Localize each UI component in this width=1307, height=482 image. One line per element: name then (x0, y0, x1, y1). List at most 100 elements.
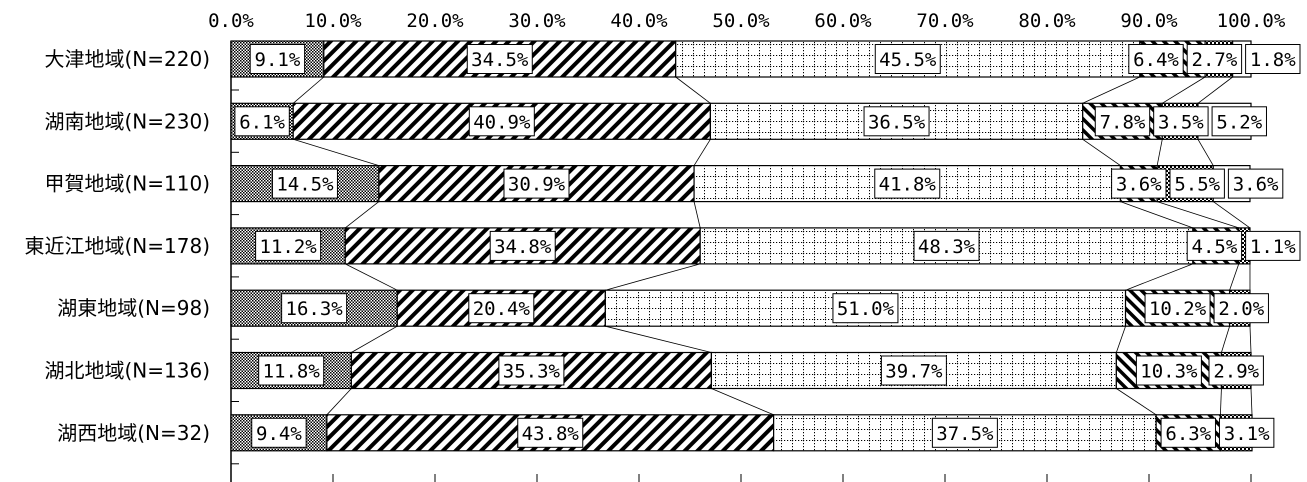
connector-line (293, 138, 380, 166)
data-label-box (1208, 355, 1264, 386)
data-label: 35.3% (503, 361, 561, 383)
data-label-box (1153, 106, 1209, 137)
data-label: 41.8% (879, 174, 937, 196)
connector-line (1082, 138, 1121, 166)
data-label: 48.3% (918, 236, 976, 258)
connector-line (693, 201, 701, 228)
category-label: 湖北地域(N=136) (45, 359, 211, 383)
data-label-box (874, 168, 941, 199)
category-label: 大津地域(N=220) (45, 47, 211, 71)
data-label-box (234, 106, 290, 137)
x-tick-label: 70.0% (916, 10, 974, 32)
data-label-box (281, 293, 348, 324)
data-label-box (1111, 168, 1167, 199)
data-label-box (1094, 106, 1151, 137)
data-label: 4.5% (1192, 236, 1238, 258)
data-label-box (931, 417, 998, 448)
data-label: 11.8% (263, 361, 321, 383)
data-label-box (863, 106, 930, 137)
data-label: 10.3% (1140, 361, 1198, 383)
connector-line (1197, 76, 1233, 104)
data-label: 39.7% (885, 361, 943, 383)
data-label-box (1211, 106, 1267, 137)
x-tick-label: 100.0% (1217, 10, 1286, 32)
connector-line (1082, 76, 1140, 104)
data-label-box (1135, 355, 1202, 386)
data-label-box (1213, 293, 1269, 324)
data-label: 5.2% (1216, 111, 1262, 133)
data-labels: 9.1% 34.5% 45.5% 6.4% 2.7% 1.8% 6.1% 40.9% 36.5%… (234, 44, 1301, 448)
connector-line (711, 388, 774, 416)
x-tick-label: 50.0% (712, 10, 770, 32)
connector-line (605, 263, 701, 291)
data-label-box (503, 168, 570, 199)
x-tick-label: 90.0% (1120, 10, 1178, 32)
connector-line (326, 388, 352, 416)
connector-line (345, 263, 398, 291)
data-label: 6.1% (239, 111, 285, 133)
data-label-box (258, 355, 325, 386)
connector-line (1157, 201, 1239, 229)
data-label: 5.5% (1174, 174, 1220, 196)
data-label-box (1160, 417, 1216, 448)
data-label: 37.5% (936, 423, 994, 445)
data-label: 3.6% (1116, 174, 1162, 196)
category-label: 湖西地域(N=32) (57, 421, 210, 445)
data-label-box (255, 230, 322, 261)
connector-line (1220, 388, 1222, 415)
connector-line (344, 201, 380, 229)
data-label: 14.5% (276, 174, 334, 196)
data-label: 2.7% (1192, 49, 1238, 71)
x-tick-label: 0.0% (208, 10, 254, 32)
connector-line (693, 139, 711, 166)
data-label: 10.2% (1149, 298, 1207, 320)
data-label: 51.0% (837, 298, 895, 320)
data-label-box (1144, 293, 1211, 324)
data-label-box (832, 293, 899, 324)
connector-line (292, 76, 325, 104)
data-label-box (1128, 44, 1184, 74)
category-axis: 大津地域(N=220) 湖南地域(N=230) 甲賀地域(N=110) 東近江地域(N… (25, 47, 211, 445)
data-label: 1.1% (1250, 236, 1296, 258)
connector-line (1249, 326, 1252, 353)
data-label-box (1186, 44, 1243, 74)
connector-line (675, 76, 711, 104)
data-label-box (517, 417, 584, 448)
connector-line (1156, 139, 1163, 166)
category-label: 湖東地域(N=98) (57, 296, 210, 320)
data-label-box (468, 106, 535, 137)
data-label: 11.2% (260, 236, 318, 258)
category-label: 甲賀地域(N=110) (45, 172, 211, 196)
connector-line (1120, 201, 1193, 229)
data-label-box (468, 293, 535, 324)
connector-line (1125, 263, 1194, 291)
data-label-box (466, 44, 533, 74)
data-label: 45.5% (879, 49, 937, 71)
connector-line (1162, 76, 1206, 104)
data-label: 40.9% (473, 111, 531, 133)
data-label: 16.3% (286, 298, 344, 320)
x-axis: 0.0% 10.0% 20.0% 30.0% 40.0% 50.0% 60.0% 70.0% 8… (208, 10, 1286, 482)
x-tick-label: 60.0% (814, 10, 872, 32)
data-label-box (251, 417, 307, 448)
connector-line (1221, 326, 1230, 353)
data-label-box (1227, 168, 1284, 199)
data-label-box (489, 230, 556, 261)
data-label-box (1169, 168, 1225, 199)
data-label: 2.9% (1213, 361, 1259, 383)
connector-line (1229, 263, 1240, 291)
data-label: 34.5% (471, 49, 529, 71)
data-label: 2.0% (1218, 298, 1264, 320)
x-tick-label: 10.0% (304, 10, 362, 32)
data-label-box (1245, 230, 1301, 261)
data-label: 7.8% (1100, 111, 1146, 133)
data-label: 1.8% (1250, 49, 1296, 71)
connector-line (1116, 388, 1157, 416)
data-label: 6.4% (1133, 49, 1179, 71)
connector-line (351, 325, 398, 353)
data-label-box (913, 230, 980, 261)
bar-area (230, 40, 1253, 452)
data-label-box (1186, 230, 1243, 261)
data-label-box (249, 44, 306, 74)
